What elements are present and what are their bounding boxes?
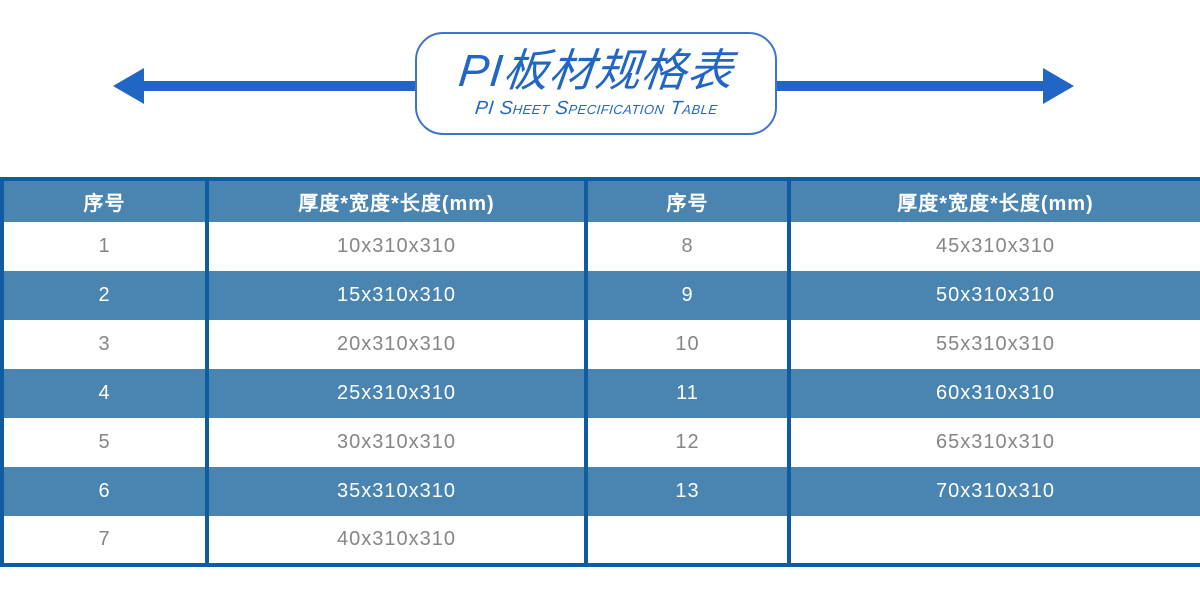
table-cell: 3 — [2, 320, 207, 369]
table-row: 4 25x310x310 11 60x310x310 — [2, 369, 1200, 418]
table-cell: 15x310x310 — [205, 271, 586, 320]
column-header: 厚度*宽度*长度(mm) — [787, 179, 1200, 222]
page-title: PI板材规格表 — [456, 44, 736, 96]
table-cell: 60x310x310 — [787, 369, 1200, 418]
column-header: 序号 — [584, 179, 789, 222]
table-row: 6 35x310x310 13 70x310x310 — [2, 467, 1200, 516]
table-cell: 65x310x310 — [787, 418, 1200, 467]
table-cell — [787, 516, 1200, 565]
table-cell: 5 — [2, 418, 207, 467]
table-row: 5 30x310x310 12 65x310x310 — [2, 418, 1200, 467]
table-cell: 10x310x310 — [205, 222, 586, 271]
table-cell: 8 — [584, 222, 789, 271]
table-cell: 50x310x310 — [787, 271, 1200, 320]
table-cell: 40x310x310 — [205, 516, 586, 565]
table-cell: 9 — [584, 271, 789, 320]
column-header: 序号 — [2, 179, 207, 222]
table-cell: 25x310x310 — [205, 369, 586, 418]
table-cell: 30x310x310 — [205, 418, 586, 467]
table-cell: 2 — [2, 271, 207, 320]
table-row: 3 20x310x310 10 55x310x310 — [2, 320, 1200, 369]
table-row: 2 15x310x310 9 50x310x310 — [2, 271, 1200, 320]
table-cell: 20x310x310 — [205, 320, 586, 369]
banner: PI板材规格表 PI Sheet Specification Table — [0, 0, 1200, 177]
table-cell: 35x310x310 — [205, 467, 586, 516]
table-cell: 6 — [2, 467, 207, 516]
page-subtitle: PI Sheet Specification Table — [473, 98, 719, 120]
table-cell: 45x310x310 — [787, 222, 1200, 271]
table-row: 1 10x310x310 8 45x310x310 — [2, 222, 1200, 271]
table-row: 7 40x310x310 — [2, 516, 1200, 565]
title-box: PI板材规格表 PI Sheet Specification Table — [415, 32, 777, 135]
spec-table-header-row: 序号 厚度*宽度*长度(mm) 序号 厚度*宽度*长度(mm) — [2, 179, 1200, 222]
table-cell: 70x310x310 — [787, 467, 1200, 516]
column-header: 厚度*宽度*长度(mm) — [205, 179, 586, 222]
table-cell: 10 — [584, 320, 789, 369]
table-cell: 55x310x310 — [787, 320, 1200, 369]
spec-table: 序号 厚度*宽度*长度(mm) 序号 厚度*宽度*长度(mm) 1 10x310x310… — [0, 177, 1200, 567]
table-cell: 13 — [584, 467, 789, 516]
table-cell — [584, 516, 789, 565]
table-cell: 4 — [2, 369, 207, 418]
table-cell: 1 — [2, 222, 207, 271]
table-cell: 7 — [2, 516, 207, 565]
table-cell: 12 — [584, 418, 789, 467]
table-cell: 11 — [584, 369, 789, 418]
spec-table-body: 1 10x310x310 8 45x310x310 2 15x310x310 9 50x310… — [2, 222, 1200, 565]
